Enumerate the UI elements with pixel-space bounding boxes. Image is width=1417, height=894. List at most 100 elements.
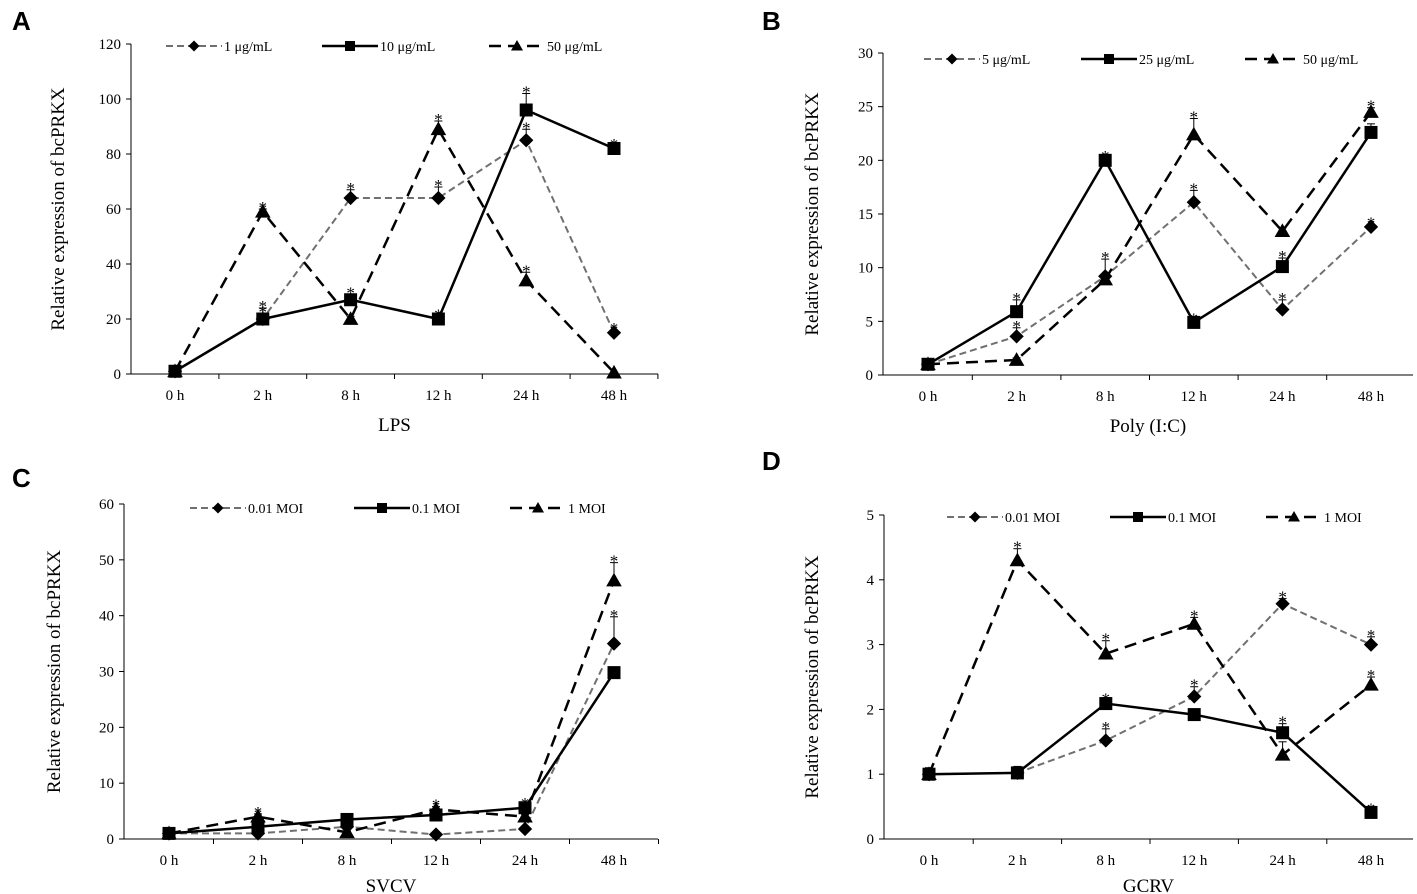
- data-point: [1008, 352, 1025, 366]
- series-line: [927, 559, 1372, 775]
- y-tick-label: 20: [106, 312, 121, 328]
- x-tick-label: 12 h: [1181, 853, 1208, 869]
- series-3: * * *: [167, 110, 622, 379]
- significance-star: *: [343, 820, 352, 839]
- y-tick-label: 60: [106, 202, 121, 218]
- series-1: *: [161, 606, 622, 842]
- legend-label: 0.01 MOI: [248, 502, 304, 517]
- data-point: [519, 103, 533, 117]
- y-tick-label: 30: [858, 46, 873, 62]
- legend-item: 25 μg/mL: [1081, 53, 1194, 68]
- y-tick-label: 0: [867, 832, 875, 848]
- y-tick-label: 10: [858, 261, 873, 277]
- y-tick-label: 1: [867, 767, 875, 783]
- legend-marker: [1133, 512, 1143, 522]
- significance-star: *: [1013, 538, 1022, 557]
- series-1: * * * * *: [167, 118, 622, 379]
- data-point: [1186, 195, 1201, 210]
- significance-star: *: [1012, 289, 1021, 308]
- significance-star: *: [610, 606, 619, 625]
- data-point: [606, 364, 622, 379]
- y-tick-label: 30: [99, 665, 114, 681]
- data-point: [607, 666, 621, 680]
- data-point: [517, 821, 533, 837]
- significance-star: *: [434, 305, 443, 324]
- y-tick-label: 5: [866, 314, 874, 330]
- significance-star: *: [1190, 309, 1199, 328]
- data-point: [1275, 302, 1290, 317]
- data-point: [430, 121, 447, 136]
- data-point: [518, 272, 534, 287]
- x-tick-label: 48 h: [1358, 853, 1385, 869]
- panel-d: D 0 1 2 3 4 5 0 h 2 h 8 h 12 h 24 h 48 h GCRV Relative…: [762, 446, 1413, 894]
- panel-a: A 0 20 40 60 80 100 120 0 h 2 h 8 h 12 h 24 h 48 h LPS…: [12, 6, 659, 436]
- legend-label: 0.1 MOI: [412, 502, 461, 517]
- y-tick-label: 40: [106, 257, 121, 273]
- series-line: [927, 111, 1373, 366]
- series-line: [168, 580, 616, 835]
- data-point: [1187, 315, 1201, 329]
- data-point: [344, 293, 358, 307]
- data-point: [1275, 596, 1290, 611]
- panel-b: B 0 5 10 15 20 25 30 0 h 2 h 8 h 12 h 24 h 48 h Poly (…: [762, 6, 1413, 437]
- y-tick-label: 10: [99, 776, 114, 792]
- data-point: [607, 142, 621, 155]
- y-tick-label: 50: [99, 553, 114, 569]
- data-point: [251, 820, 265, 834]
- significance-star: *: [610, 552, 619, 571]
- significance-star: *: [1102, 689, 1111, 708]
- legend-item: 50 μg/mL: [489, 40, 602, 55]
- x-tick-label: 48 h: [601, 853, 628, 869]
- significance-star: *: [259, 198, 268, 217]
- panel-letter: D: [762, 446, 781, 476]
- significance-star: *: [1278, 588, 1287, 607]
- series-line: [927, 131, 1373, 366]
- legend-label: 50 μg/mL: [1303, 53, 1358, 68]
- legend-marker: [969, 511, 981, 523]
- x-tick-label: 12 h: [423, 853, 450, 869]
- series-line: [174, 108, 615, 373]
- x-tick-label: 0 h: [160, 853, 179, 869]
- x-axis-label: LPS: [378, 415, 411, 436]
- data-point: [342, 311, 359, 325]
- x-tick-label: 12 h: [425, 388, 452, 404]
- x-tick-label: 2 h: [1008, 853, 1027, 869]
- significance-star: *: [610, 319, 619, 338]
- significance-star: *: [522, 118, 531, 137]
- significance-star: *: [1101, 248, 1110, 267]
- significance-star: *: [259, 297, 268, 316]
- x-tick-label: 8 h: [338, 853, 357, 869]
- data-point: [431, 312, 445, 326]
- data-point: [1275, 260, 1289, 274]
- data-point: [431, 190, 446, 206]
- legend-label: 1 MOI: [568, 502, 606, 517]
- data-point: [340, 812, 354, 826]
- y-tick-label: 100: [99, 92, 122, 108]
- y-tick-label: 0: [107, 832, 115, 848]
- significance-star: *: [610, 135, 619, 154]
- data-point: [1364, 125, 1378, 139]
- data-point: [1010, 766, 1024, 780]
- significance-star: *: [1278, 247, 1287, 266]
- legend-marker: [377, 503, 387, 513]
- data-point: [1276, 726, 1290, 740]
- series-3: * * * *: [921, 538, 1379, 781]
- data-point: [1099, 697, 1113, 711]
- significance-star: *: [521, 794, 530, 813]
- series-1: * * * *: [921, 588, 1379, 782]
- data-point: [255, 203, 271, 218]
- significance-star: *: [1278, 713, 1287, 732]
- series-line: [927, 201, 1372, 366]
- legend-item: 50 μg/mL: [1245, 53, 1358, 68]
- data-point: [606, 636, 622, 651]
- data-point: [256, 312, 270, 326]
- x-tick-label: 24 h: [1269, 389, 1296, 405]
- y-axis-label: Relative expression of bcPRKX: [802, 555, 823, 799]
- y-tick-label: 40: [99, 609, 114, 625]
- significance-star: *: [522, 83, 531, 102]
- significance-star: *: [1190, 606, 1199, 625]
- legend-item: 5 μg/mL: [924, 53, 1030, 68]
- data-point: [1187, 708, 1201, 722]
- panel-c: C 0 10 20 30 40 50 60 0 h 2 h 8 h 12 h 24 h 48 h SVCV R…: [12, 463, 659, 894]
